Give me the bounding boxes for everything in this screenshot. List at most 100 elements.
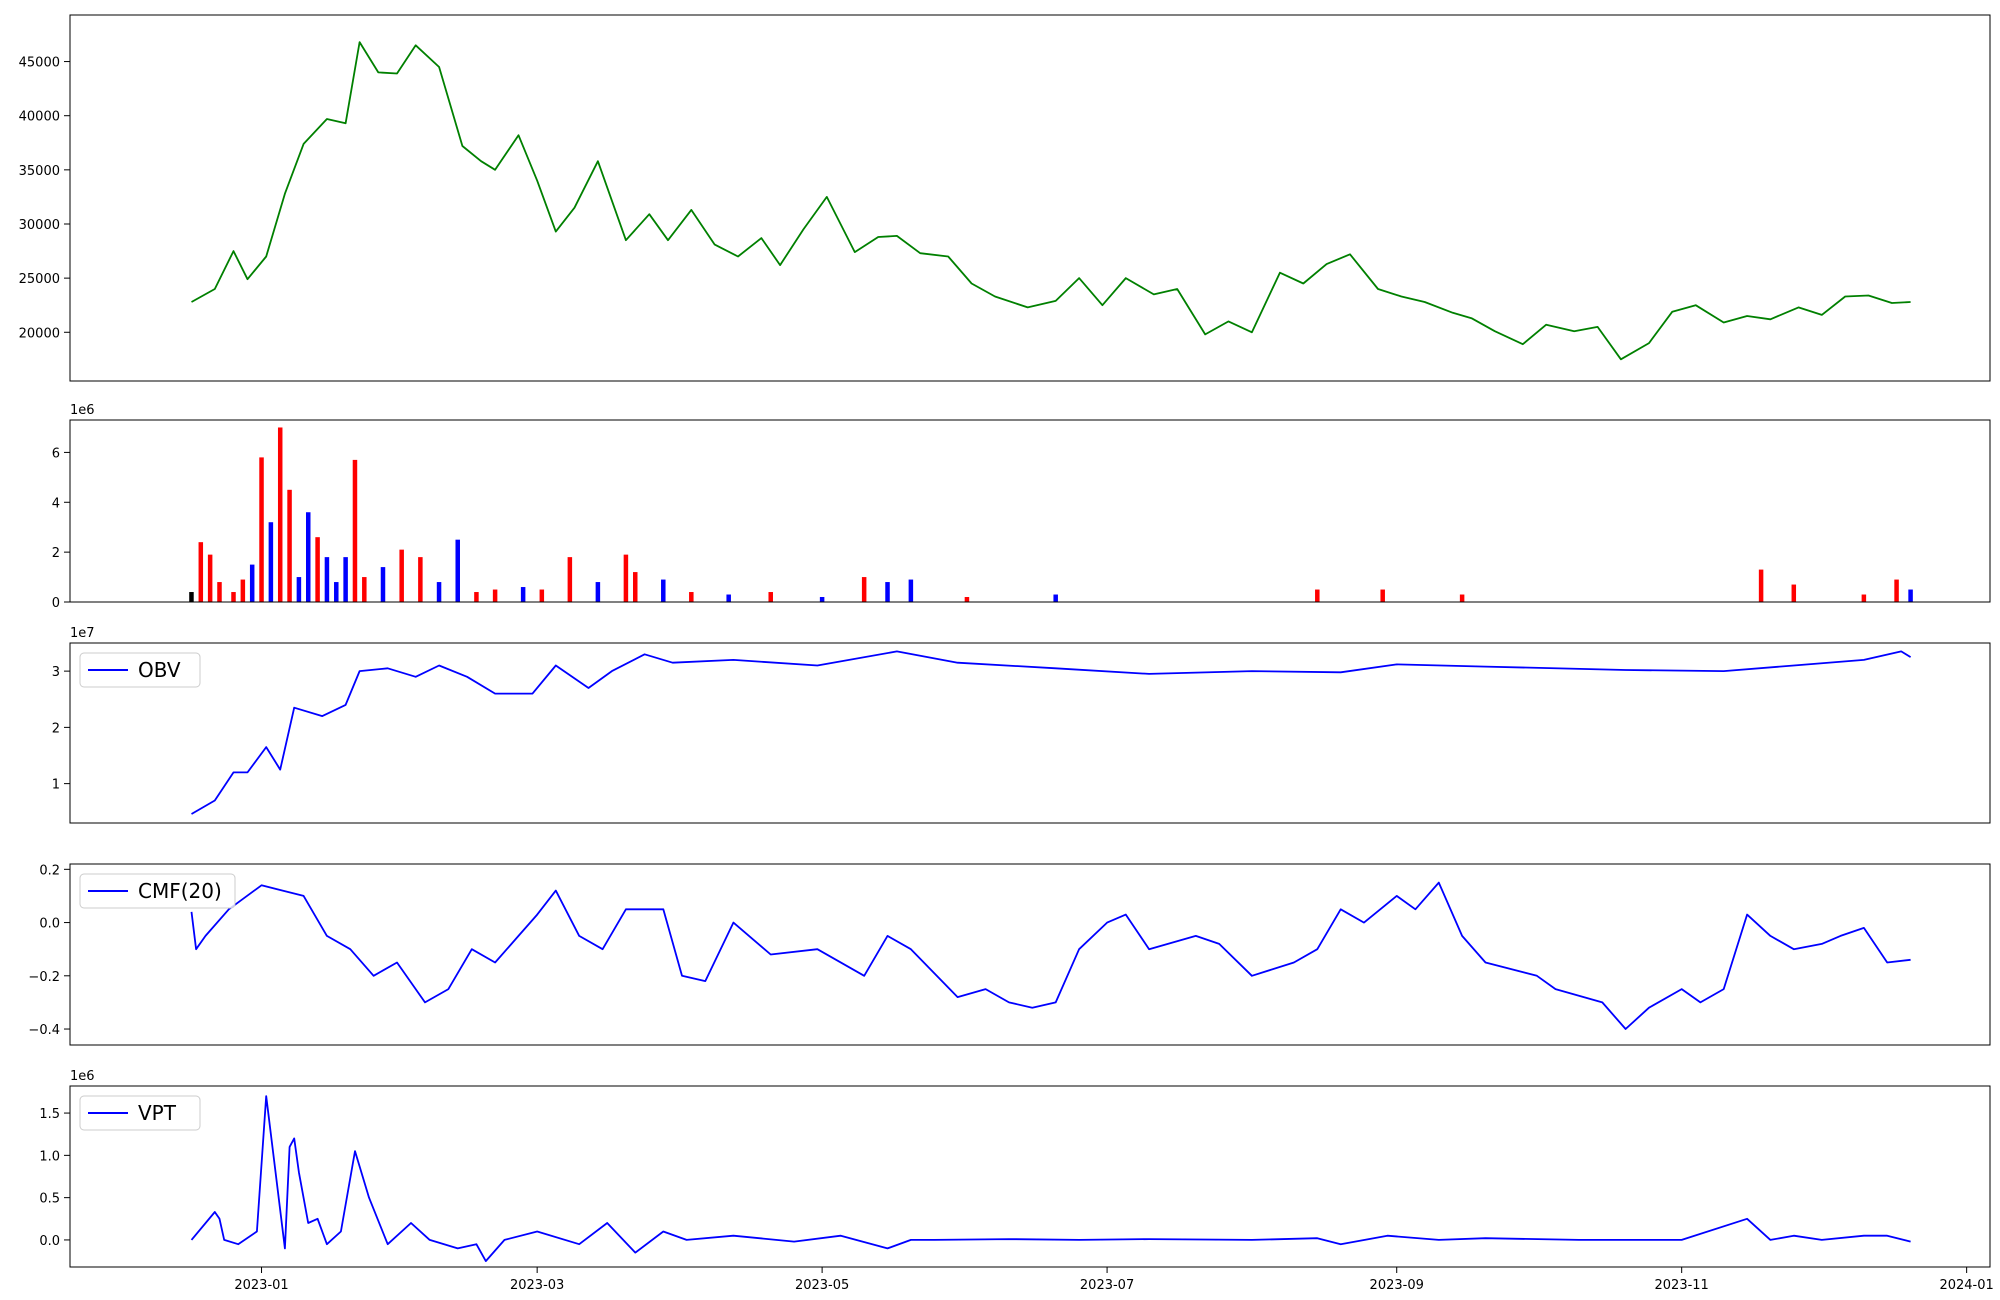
volume-bar	[1908, 589, 1913, 602]
volume-bar	[474, 592, 479, 602]
y-offset-label: 1e6	[70, 1069, 95, 1084]
panel-obv: 1 2 3 1e7 OBV	[52, 626, 1991, 824]
volume-bar	[861, 577, 867, 602]
volume-bar	[189, 592, 194, 602]
y-tick-label: 45000	[19, 56, 60, 71]
panel-vpt: 0.0 0.5 1.0 1.5 1e6 VPT	[39, 1069, 1991, 1268]
volume-bar	[343, 557, 348, 602]
series-line-price	[191, 41, 1911, 361]
y-tick-label: 30000	[19, 218, 60, 233]
volume-bar	[908, 579, 914, 602]
volume-bar	[819, 597, 825, 602]
volume-bar	[259, 457, 264, 602]
x-tick-label: 2023-07	[1080, 1278, 1134, 1293]
legend-box	[79, 1095, 201, 1131]
volume-bar	[362, 577, 367, 602]
volume-bar	[492, 589, 498, 602]
y-offset-label: 1e7	[70, 626, 95, 641]
y-tick-label: 25000	[19, 272, 60, 287]
volume-bar	[217, 582, 222, 602]
y-tick-label: 40000	[19, 110, 60, 125]
legend-label: CMF(20)	[138, 879, 222, 903]
y-tick-label: 0	[52, 596, 60, 611]
panel-frame	[69, 1085, 1991, 1268]
legend-vpt: VPT	[79, 1095, 201, 1131]
panel-frame	[69, 642, 1991, 824]
volume-bar	[198, 542, 204, 602]
y-tick-label: 35000	[19, 164, 60, 179]
volume-bar	[352, 459, 358, 602]
volume-bar	[240, 579, 246, 602]
volume-bar	[305, 512, 311, 602]
volume-bar	[324, 557, 330, 602]
volume-bar	[1758, 569, 1764, 602]
panel-volume: 0 2 4 6 1e6	[52, 403, 1991, 611]
volume-bar	[1894, 579, 1899, 602]
volume-bar	[661, 579, 666, 602]
volume-bar	[633, 572, 638, 602]
volume-bar	[885, 582, 890, 602]
y-offset-label: 1e6	[70, 403, 95, 418]
x-axis: 2023-01 2023-03 2023-05 2023-07 2023-09 2023-…	[234, 1267, 1994, 1293]
x-tick-label: 2023-03	[510, 1278, 564, 1293]
volume-bar	[1380, 589, 1385, 602]
volume-bar	[315, 537, 320, 602]
legend-box	[79, 652, 201, 688]
panel-price: 20000 25000 30000 35000 40000 45000	[19, 14, 1991, 382]
panel-cmf: −0.4 −0.2 0.0 0.2 CMF(20)	[28, 863, 1991, 1046]
volume-bar	[726, 594, 731, 602]
y-tick-label: −0.4	[28, 1023, 60, 1038]
y-tick-label: 1.0	[39, 1149, 60, 1164]
volume-bar	[455, 539, 460, 602]
volume-bar	[249, 564, 255, 602]
volume-bar	[277, 427, 283, 602]
legend-label: VPT	[138, 1101, 177, 1125]
volume-bar	[1861, 594, 1867, 602]
volume-bar	[436, 582, 442, 602]
volume-bar	[595, 582, 601, 602]
panel-frame	[69, 419, 1991, 603]
y-tick-label: 0.2	[39, 863, 60, 878]
volume-bar	[689, 592, 694, 602]
x-tick-label: 2023-09	[1370, 1278, 1424, 1293]
volume-bar	[334, 582, 339, 602]
volume-bar	[1459, 594, 1465, 602]
y-tick-label: 1	[52, 778, 60, 793]
panel-frame	[69, 863, 1991, 1046]
chart-panels: 20000 25000 30000 35000 40000 45000 0 2 4 6 1e6 1 2 3…	[19, 14, 1991, 1268]
legend-box	[79, 873, 236, 909]
series-line-vpt	[190, 1095, 1911, 1262]
volume-bar	[1791, 584, 1797, 602]
volume-bar	[623, 554, 629, 602]
volume-bar	[1315, 589, 1320, 602]
x-tick-label: 2023-01	[234, 1278, 288, 1293]
y-tick-label: 6	[52, 446, 60, 461]
panel-frame	[69, 14, 1991, 382]
volume-bar	[768, 592, 773, 602]
volume-bar	[567, 557, 573, 602]
y-tick-label: 4	[52, 496, 60, 511]
volume-bar	[520, 587, 526, 602]
y-tick-label: −0.2	[28, 970, 60, 985]
y-tick-label: 0.5	[39, 1192, 60, 1207]
x-tick-label: 2023-05	[795, 1278, 849, 1293]
series-line-obv	[191, 650, 1912, 815]
y-tick-label: 0.0	[39, 917, 60, 932]
volume-bar	[231, 592, 236, 602]
volume-bar	[964, 597, 970, 602]
x-tick-label: 2024-01	[1939, 1278, 1993, 1293]
volume-bar	[418, 557, 423, 602]
volume-bar	[1053, 594, 1058, 602]
legend-cmf: CMF(20)	[79, 873, 236, 909]
y-tick-label: 2	[52, 721, 60, 736]
y-tick-label: 3	[52, 665, 60, 680]
x-tick-label: 2023-11	[1655, 1278, 1709, 1293]
volume-bar	[296, 577, 302, 602]
volume-bar	[399, 549, 404, 602]
volume-bar	[207, 554, 213, 602]
y-tick-label: 0.0	[39, 1234, 60, 1249]
volume-bar	[287, 489, 292, 602]
volume-bar	[268, 522, 274, 602]
